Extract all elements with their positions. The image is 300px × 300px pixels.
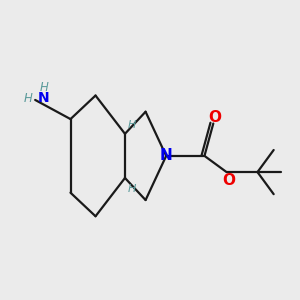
Text: O: O [222,173,236,188]
Text: H: H [127,184,136,194]
Text: H: H [40,81,49,94]
Text: H: H [23,92,32,105]
Text: N: N [38,92,50,106]
Text: N: N [160,148,172,164]
Text: O: O [208,110,221,125]
Text: H: H [127,120,136,130]
